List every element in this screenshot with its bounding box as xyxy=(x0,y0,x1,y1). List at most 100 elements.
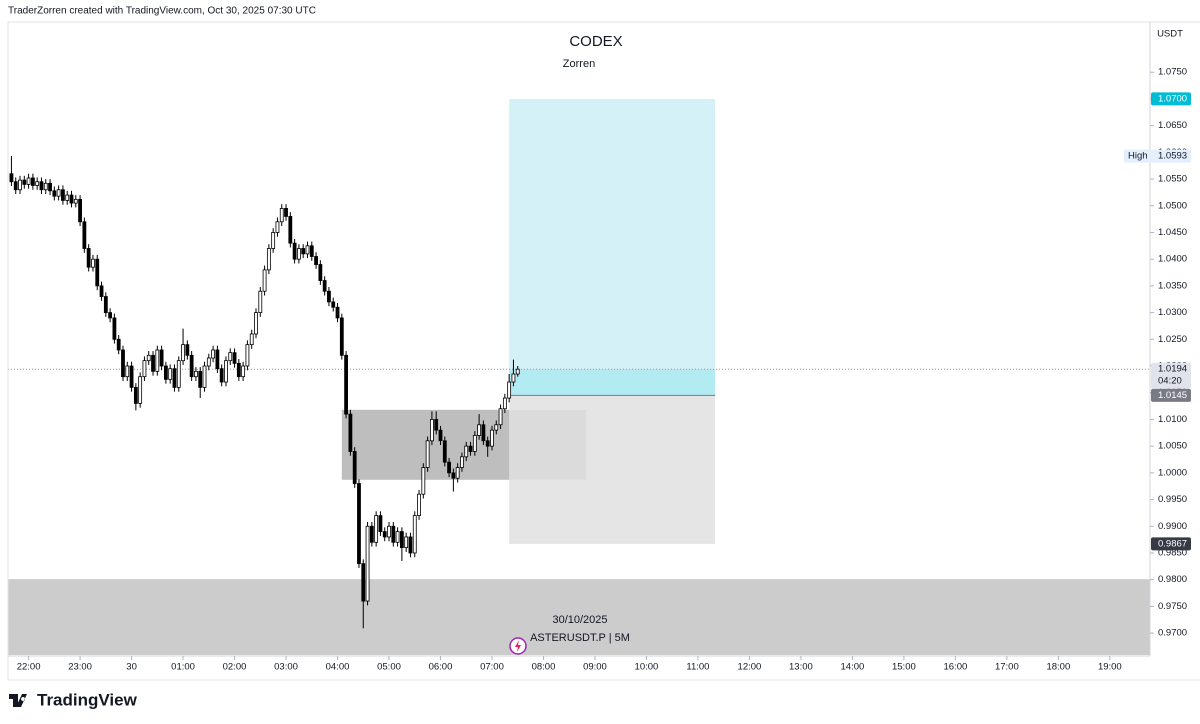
candle-body xyxy=(425,440,430,468)
price-label-bg xyxy=(1151,537,1191,551)
candle-body xyxy=(26,177,31,185)
x-tick-label: 07:00 xyxy=(480,662,504,673)
y-tick-label: 0.9750 xyxy=(1158,601,1187,612)
x-tick-label: 11:00 xyxy=(686,662,709,673)
candle-body xyxy=(185,344,190,356)
x-tick-label: 13:00 xyxy=(789,662,813,673)
candle-body xyxy=(121,349,125,378)
candle-body xyxy=(142,360,147,378)
candle-body xyxy=(108,312,113,319)
candle-body xyxy=(335,306,340,319)
candle-body xyxy=(327,290,331,303)
candle-body xyxy=(339,317,344,356)
y-tick-label: 0.9850 xyxy=(1158,547,1187,558)
candle-body xyxy=(399,531,404,549)
candle-body xyxy=(86,248,91,268)
candle-body xyxy=(116,338,121,351)
x-tick-label: 05:00 xyxy=(377,662,401,673)
candle-body xyxy=(249,333,254,346)
candle-body xyxy=(314,256,318,265)
price-label: 1.0593 xyxy=(1158,151,1187,162)
candle-body xyxy=(498,408,503,426)
candle-body xyxy=(404,536,409,549)
candle-body xyxy=(434,419,439,431)
candle-body xyxy=(369,525,374,543)
candle-body xyxy=(507,381,512,399)
x-tick-label: 02:00 xyxy=(223,662,247,673)
candle-body xyxy=(387,525,391,538)
candle-body xyxy=(95,258,100,287)
candle-body xyxy=(206,357,211,367)
candle-body xyxy=(228,352,233,362)
price-label: 1.0194 xyxy=(1158,364,1187,375)
watermark-icon-bolt xyxy=(515,640,521,652)
candle-body xyxy=(357,483,361,565)
x-tick-label: 12:00 xyxy=(738,662,762,673)
candle-body xyxy=(163,365,168,380)
price-label: 1.0145 xyxy=(1158,390,1187,401)
candle-body xyxy=(172,368,177,388)
candle-body xyxy=(181,344,185,362)
x-tick-label: 14:00 xyxy=(841,662,865,673)
candle-body xyxy=(254,312,258,335)
candle-body xyxy=(224,360,228,383)
candle-body xyxy=(275,221,280,233)
candle-body xyxy=(421,467,426,495)
watermark-symbol: ASTERUSDT.P | 5M xyxy=(530,632,630,644)
logo: TradingView xyxy=(9,690,138,709)
candle-body xyxy=(211,349,215,359)
candle-body xyxy=(468,445,473,452)
candle-body xyxy=(271,232,276,249)
candle-body xyxy=(348,413,353,452)
candle-body xyxy=(318,264,323,281)
candle-body xyxy=(13,181,18,191)
candle-body xyxy=(219,368,224,383)
y-tick-label: 0.9700 xyxy=(1158,628,1187,639)
y-tick-label: 1.0400 xyxy=(1158,254,1187,265)
x-tick-label: 03:00 xyxy=(274,662,298,673)
candle-body xyxy=(382,531,387,538)
candle-body xyxy=(490,429,494,447)
price-label-tag-bg xyxy=(1124,149,1151,163)
candle-body xyxy=(331,301,336,308)
y-tick-label: 1.0350 xyxy=(1158,280,1187,291)
x-tick-label: 09:00 xyxy=(583,662,607,673)
candle-body xyxy=(129,365,134,388)
candle-body xyxy=(279,208,284,223)
candle-body xyxy=(168,368,173,380)
y-tick-label: 1.0300 xyxy=(1158,307,1187,318)
x-tick-label: 10:00 xyxy=(635,662,659,673)
x-tick-label: 06:00 xyxy=(429,662,453,673)
candle-body xyxy=(241,365,246,378)
candle-body xyxy=(52,190,57,197)
candle-body xyxy=(485,440,490,447)
y-tick-label: 1.0250 xyxy=(1158,334,1187,345)
candle-body xyxy=(133,386,138,404)
candle-body xyxy=(39,181,44,191)
candle-body xyxy=(159,349,164,367)
candle-body xyxy=(408,536,413,554)
stop-zone xyxy=(509,395,716,544)
candle-body xyxy=(455,467,460,479)
candle-body xyxy=(9,173,14,183)
candle-body xyxy=(361,563,366,602)
candle-body xyxy=(198,370,203,388)
y-tick-label: 1.0500 xyxy=(1158,200,1187,211)
x-tick-label: 19:00 xyxy=(1098,662,1122,673)
candle-body xyxy=(395,531,400,543)
candle-body xyxy=(43,182,48,191)
x-tick-label: 08:00 xyxy=(532,662,556,673)
header: TraderZorren created with TradingView.co… xyxy=(8,6,316,17)
candle-body xyxy=(258,290,263,313)
x-tick-label: 30 xyxy=(126,662,137,673)
candle-body xyxy=(365,525,370,602)
candle-body xyxy=(352,451,357,484)
x-tick-label: 04:00 xyxy=(326,662,350,673)
candle-body xyxy=(309,245,314,257)
price-label-bg xyxy=(1151,92,1191,106)
candle-body xyxy=(262,269,267,292)
candle-body xyxy=(236,362,241,378)
x-tick-label: 01:00 xyxy=(171,662,195,673)
candle-body xyxy=(322,280,327,292)
